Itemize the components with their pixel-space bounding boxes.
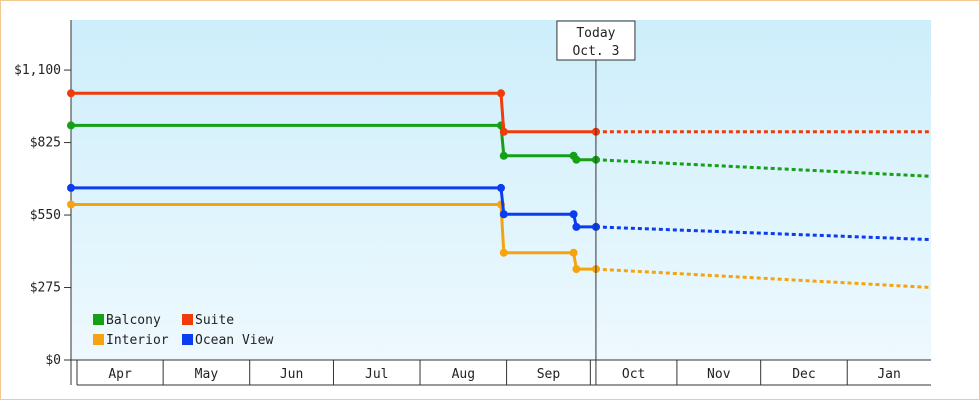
data-point <box>497 89 505 98</box>
data-point <box>499 151 508 160</box>
y-tick-label: $0 <box>45 353 61 368</box>
data-point <box>67 89 75 98</box>
data-point <box>569 248 578 257</box>
history-line <box>71 91 596 134</box>
today-callout <box>556 20 636 61</box>
legend-label: Interior <box>106 333 169 348</box>
data-point <box>569 210 578 219</box>
data-point <box>67 183 75 192</box>
y-tick-label: $825 <box>30 136 61 151</box>
legend-label: Suite <box>195 313 234 328</box>
month-label: Nov <box>707 367 731 382</box>
y-tick-label: $550 <box>30 208 61 223</box>
legend-swatch <box>93 334 104 345</box>
legend-swatch <box>182 334 193 345</box>
data-point <box>572 155 581 164</box>
today-date-label: Oct. 3 <box>572 44 619 59</box>
y-tick-label: $1,100 <box>14 63 61 78</box>
month-label: Sep <box>537 367 561 382</box>
month-label: Dec <box>792 367 815 382</box>
data-point <box>572 265 581 274</box>
series-suite <box>67 89 931 136</box>
today-label: Today <box>576 26 615 41</box>
data-point <box>67 200 75 209</box>
data-point <box>499 210 508 219</box>
month-label: Aug <box>452 367 475 382</box>
month-label: Apr <box>108 367 132 382</box>
data-point <box>499 248 508 257</box>
data-point <box>499 127 508 136</box>
month-label: Jan <box>877 367 900 382</box>
legend-label: Ocean View <box>195 333 273 348</box>
series-ocean-view <box>67 183 932 242</box>
month-label: May <box>195 367 219 382</box>
legend-swatch <box>182 314 193 325</box>
data-point <box>67 121 75 130</box>
data-point <box>497 183 505 192</box>
legend-swatch <box>93 314 104 325</box>
month-label: Jul <box>365 367 388 382</box>
legend-label: Balcony <box>106 313 161 328</box>
y-tick-label: $275 <box>30 281 61 296</box>
month-label: Jun <box>280 367 303 382</box>
data-point <box>572 222 581 231</box>
month-label: Oct <box>622 367 645 382</box>
